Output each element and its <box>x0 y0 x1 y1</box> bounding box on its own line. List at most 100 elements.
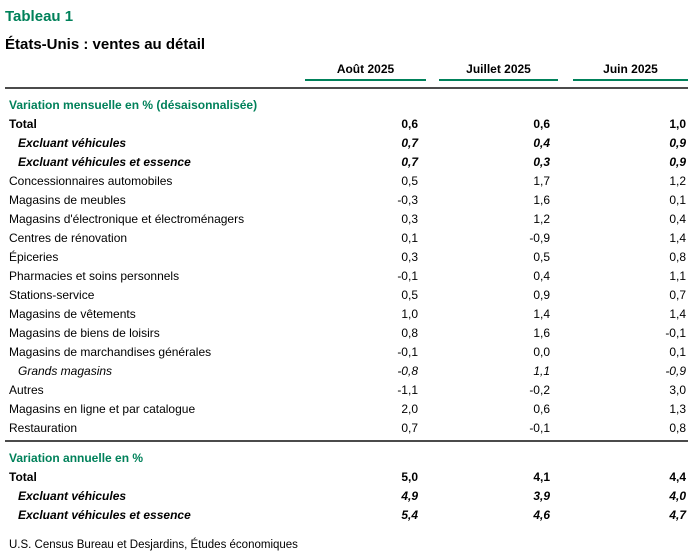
cell-value: 0,5 <box>401 288 418 302</box>
cell-value: 4,0 <box>669 489 686 503</box>
section-header: Variation mensuelle en % (désaisonnalisé… <box>9 98 258 112</box>
cell-value: 1,2 <box>533 212 550 226</box>
column-header-aout-2025: Août 2025 <box>305 62 426 81</box>
cell-value: 0,8 <box>401 326 418 340</box>
cell-value: 0,9 <box>669 136 686 150</box>
cell-value: 1,7 <box>533 174 550 188</box>
row-label: Autres <box>9 383 44 397</box>
row-label: Magasins de meubles <box>9 193 126 207</box>
cell-value: 1,6 <box>533 326 550 340</box>
cell-value: 1,4 <box>669 231 686 245</box>
table-body: Variation mensuelle en % (désaisonnalisé… <box>5 89 688 525</box>
source-note: U.S. Census Bureau et Desjardins, Études… <box>9 539 298 551</box>
table-row: Épiceries 0,3 0,5 0,8 <box>5 248 688 267</box>
section-divider <box>5 440 688 442</box>
cell-value: -1,1 <box>397 383 418 397</box>
cell-value: 0,9 <box>669 155 686 169</box>
table-row: Magasins d'électronique et électroménage… <box>5 210 688 229</box>
cell-value: 0,3 <box>533 155 550 169</box>
row-label: Total <box>9 117 37 131</box>
cell-value: 0,4 <box>533 136 550 150</box>
row-label: Épiceries <box>9 250 59 264</box>
cell-value: 1,2 <box>669 174 686 188</box>
section-header: Variation annuelle en % <box>9 451 144 465</box>
row-label: Grands magasins <box>18 364 113 378</box>
row-label: Magasins de vêtements <box>9 307 136 321</box>
cell-value: 2,0 <box>401 402 418 416</box>
table-row: Magasins de biens de loisirs 0,8 1,6 -0,1 <box>5 324 688 343</box>
table-subtitle: États-Unis : ventes au détail <box>5 36 206 53</box>
cell-value: 1,4 <box>669 307 686 321</box>
cell-value: 1,1 <box>669 269 686 283</box>
row-label: Concessionnaires automobiles <box>9 174 173 188</box>
cell-value: -0,9 <box>665 364 686 378</box>
cell-value: 0,6 <box>533 402 550 416</box>
row-label: Excluant véhicules <box>18 136 127 150</box>
cell-value: 0,5 <box>533 250 550 264</box>
cell-value: 4,9 <box>401 489 418 503</box>
cell-value: 1,4 <box>533 307 550 321</box>
row-label: Centres de rénovation <box>9 231 128 245</box>
table-row: Stations-service 0,5 0,9 0,7 <box>5 286 688 305</box>
row-label: Restauration <box>9 421 78 435</box>
table-row: Centres de rénovation 0,1 -0,9 1,4 <box>5 229 688 248</box>
table-row: Total 0,6 0,6 1,0 <box>5 115 688 134</box>
row-label: Magasins de biens de loisirs <box>9 326 160 340</box>
row-label: Magasins de marchandises générales <box>9 345 212 359</box>
cell-value: 3,9 <box>533 489 550 503</box>
table-row: Magasins de vêtements 1,0 1,4 1,4 <box>5 305 688 324</box>
cell-value: 4,6 <box>533 508 550 522</box>
cell-value: 0,0 <box>533 345 550 359</box>
cell-value: -0,1 <box>665 326 686 340</box>
cell-value: 1,0 <box>669 117 686 131</box>
cell-value: 0,4 <box>533 269 550 283</box>
row-label: Magasins d'électronique et électroménage… <box>9 212 245 226</box>
cell-value: 0,7 <box>401 155 418 169</box>
row-label: Total <box>9 470 37 484</box>
column-header-juillet-2025: Juillet 2025 <box>439 62 558 81</box>
table-row: Pharmacies et soins personnels -0,1 0,4 1,1 <box>5 267 688 286</box>
cell-value: 1,0 <box>401 307 418 321</box>
table-row: Concessionnaires automobiles 0,5 1,7 1,2 <box>5 172 688 191</box>
cell-value: -0,3 <box>397 193 418 207</box>
table-row: Excluant véhicules 4,9 3,9 4,0 <box>5 487 688 506</box>
table-number-title: Tableau 1 <box>5 8 74 25</box>
cell-value: 0,4 <box>669 212 686 226</box>
table-row: Magasins de marchandises générales -0,1 0,… <box>5 343 688 362</box>
cell-value: 0,6 <box>533 117 550 131</box>
cell-value: 3,0 <box>669 383 686 397</box>
table-row: Excluant véhicules et essence 5,4 4,6 4,7 <box>5 506 688 525</box>
cell-value: 1,3 <box>669 402 686 416</box>
row-label: Pharmacies et soins personnels <box>9 269 180 283</box>
cell-value: 0,5 <box>401 174 418 188</box>
header-divider <box>5 87 688 89</box>
cell-value: 0,1 <box>669 193 686 207</box>
table-row: Total 5,0 4,1 4,4 <box>5 468 688 487</box>
cell-value: 0,1 <box>669 345 686 359</box>
cell-value: 4,7 <box>669 508 686 522</box>
cell-value: -0,2 <box>529 383 550 397</box>
row-label: Excluant véhicules <box>18 489 127 503</box>
table-row: Autres -1,1 -0,2 3,0 <box>5 381 688 400</box>
column-header-juin-2025: Juin 2025 <box>573 62 688 81</box>
table-row: Grands magasins -0,8 1,1 -0,9 <box>5 362 688 381</box>
cell-value: 1,1 <box>533 364 550 378</box>
cell-value: 0,3 <box>401 212 418 226</box>
cell-value: -0,1 <box>397 269 418 283</box>
row-label: Excluant véhicules et essence <box>18 155 191 169</box>
row-label: Excluant véhicules et essence <box>18 508 191 522</box>
cell-value: 0,6 <box>401 117 418 131</box>
cell-value: 0,8 <box>669 421 686 435</box>
cell-value: 0,7 <box>401 136 418 150</box>
table-row: Excluant véhicules 0,7 0,4 0,9 <box>5 134 688 153</box>
row-label: Stations-service <box>9 288 95 302</box>
cell-value: 4,1 <box>533 470 550 484</box>
cell-value: -0,8 <box>397 364 418 378</box>
table-row: Magasins de meubles -0,3 1,6 0,1 <box>5 191 688 210</box>
table-row: Excluant véhicules et essence 0,7 0,3 0,9 <box>5 153 688 172</box>
table-row: Restauration 0,7 -0,1 0,8 <box>5 419 688 438</box>
cell-value: 0,3 <box>401 250 418 264</box>
cell-value: 4,4 <box>669 470 686 484</box>
cell-value: 0,7 <box>401 421 418 435</box>
